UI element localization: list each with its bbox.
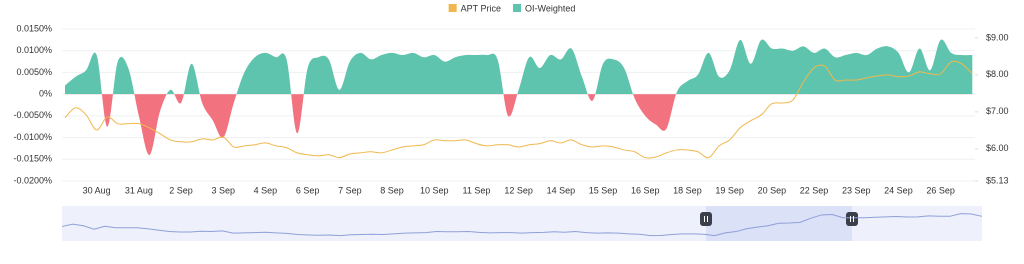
y-tick-label: 0.0150%	[16, 23, 52, 33]
navigator-handle[interactable]	[700, 212, 712, 226]
legend-label: APT Price	[461, 3, 501, 13]
legend-swatch	[448, 4, 457, 12]
x-tick-label: 19 Sep	[715, 185, 744, 195]
y2-tick-label: $7.00	[986, 106, 1009, 116]
y2-tick-label: $6.00	[986, 143, 1009, 153]
y-tick-label: 0.0050%	[16, 67, 52, 77]
legend-label: OI-Weighted	[525, 3, 575, 13]
x-tick-label: 2 Sep	[169, 185, 193, 195]
y-tick-label: -0.0050%	[13, 110, 52, 120]
area-negative	[65, 94, 973, 155]
navigator-line	[61, 213, 983, 237]
x-tick-label: 14 Sep	[547, 185, 576, 195]
legend: APT Price OI-Weighted	[448, 3, 575, 13]
x-tick-label: 26 Sep	[926, 185, 955, 195]
x-tick-label: 23 Sep	[842, 185, 871, 195]
x-tick-label: 24 Sep	[884, 185, 913, 195]
y-tick-label: -0.0150%	[13, 154, 52, 164]
x-tick-label: 11 Sep	[463, 185, 491, 195]
x-tick-label: 6 Sep	[296, 185, 320, 195]
y2-tick-label: $5.13	[986, 175, 1009, 185]
x-tick-label: 15 Sep	[589, 185, 618, 195]
y2-tick-label: $8.00	[986, 69, 1009, 79]
price-line	[64, 60, 973, 159]
legend-swatch	[513, 4, 521, 12]
navigator	[61, 206, 983, 241]
area-positive	[65, 39, 973, 95]
y-tick-label: -0.0200%	[13, 175, 52, 185]
x-tick-label: 16 Sep	[631, 185, 660, 195]
x-tick-label: 4 Sep	[254, 185, 278, 195]
y2-tick-label: $9.00	[986, 32, 1009, 42]
x-tick-label: 12 Sep	[504, 185, 533, 195]
x-tick-label: 7 Sep	[338, 185, 362, 195]
x-tick-label: 30 Aug	[83, 185, 111, 195]
y-tick-label: -0.0100%	[13, 132, 52, 142]
x-tick-label: 22 Sep	[800, 185, 829, 195]
x-tick-label: 18 Sep	[673, 185, 702, 195]
x-tick-label: 20 Sep	[758, 185, 787, 195]
x-tick-label: 10 Sep	[420, 185, 449, 195]
x-tick-label: 3 Sep	[211, 185, 235, 195]
navigator-handle[interactable]	[846, 212, 858, 226]
y-tick-label: 0%	[39, 89, 52, 99]
y-tick-label: 0.0100%	[16, 45, 52, 55]
x-tick-label: 31 Aug	[125, 185, 153, 195]
x-tick-label: 8 Sep	[380, 185, 404, 195]
